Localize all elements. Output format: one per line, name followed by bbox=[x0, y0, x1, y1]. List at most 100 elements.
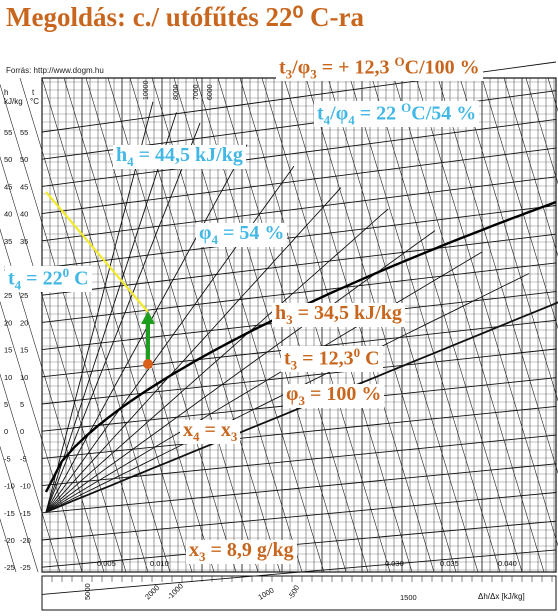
x-axis-label: Δh/Δx [kJ/kg] bbox=[478, 592, 525, 601]
enthalpy-line bbox=[0, 228, 105, 573]
temperature-tick-label: 45 bbox=[20, 182, 28, 191]
enthalpy-tick-label: 15 bbox=[4, 346, 12, 355]
temperature-tick-label: 10 bbox=[20, 373, 28, 382]
isotherm-line bbox=[41, 405, 557, 459]
relative-humidity-curve bbox=[45, 187, 342, 513]
phi3-label: φ3 = 100 % bbox=[283, 384, 385, 408]
temperature-tick-label: -10 bbox=[20, 482, 31, 491]
temperature-tick-label: 55 bbox=[20, 128, 28, 137]
h-axis-unit: kJ/kg bbox=[4, 97, 23, 106]
moisture-tick-label: 0.030 bbox=[385, 559, 404, 568]
isotherm-line bbox=[41, 492, 557, 541]
top-scale-label: 10000 bbox=[143, 80, 150, 100]
x4-x3-label: x4 = x3 bbox=[180, 420, 241, 444]
bottom-scale-label: -1000 bbox=[165, 581, 185, 601]
bottom-scale-strip bbox=[41, 575, 557, 611]
h4-label: h4 = 44,5 kJ/kg bbox=[113, 145, 246, 169]
isotherm-line bbox=[41, 176, 557, 242]
moisture-tick-label: 0.010 bbox=[150, 559, 169, 568]
h3-label: h3 = 34,5 kJ/kg bbox=[272, 303, 405, 327]
isotherm-line bbox=[41, 147, 557, 215]
enthalpy-line bbox=[437, 77, 558, 475]
source-credit: Forrás: http://www.dogm.hu bbox=[6, 66, 104, 75]
enthalpy-tick-label: 55 bbox=[4, 128, 12, 137]
enthalpy-tick-label: 35 bbox=[4, 237, 12, 246]
enthalpy-tick-label: 5 bbox=[4, 400, 8, 409]
chart-curves bbox=[0, 61, 558, 595]
heating-process-arrow-head bbox=[141, 311, 155, 324]
enthalpy-line bbox=[481, 77, 558, 330]
enthalpy-tick-label: 40 bbox=[4, 210, 12, 219]
enthalpy-tick-label: 0 bbox=[4, 427, 8, 436]
chart-ticks: 5555505045454040353530302525202015151010… bbox=[4, 80, 557, 611]
enthalpy-tick-label: -20 bbox=[4, 536, 15, 545]
moisture-tick-label: 0.040 bbox=[498, 559, 517, 568]
state-point-3 bbox=[143, 359, 153, 369]
isotherm-line bbox=[41, 233, 557, 296]
t4-label: t4 = 220 C bbox=[5, 266, 92, 293]
isotherm-line bbox=[41, 118, 557, 187]
temperature-tick-label: 35 bbox=[20, 237, 28, 246]
enthalpy-line bbox=[41, 77, 193, 573]
top-scale-label: 7000 bbox=[193, 84, 200, 100]
t-axis-unit-top: t bbox=[32, 88, 35, 97]
enthalpy-line bbox=[525, 77, 558, 185]
bottom-scale-label: 1500 bbox=[400, 593, 417, 602]
t3-phi3-header-label: t3/φ3 = + 12,3 OC/100 % bbox=[276, 55, 483, 82]
enthalpy-guide-line bbox=[45, 191, 149, 313]
temperature-tick-label: 20 bbox=[20, 318, 28, 327]
temperature-tick-label: -25 bbox=[20, 563, 31, 572]
enthalpy-tick-label: -25 bbox=[4, 563, 15, 572]
enthalpy-line bbox=[393, 77, 545, 573]
top-scale-label: 6000 bbox=[207, 84, 214, 100]
moisture-tick-label: 0.035 bbox=[440, 559, 459, 568]
temperature-tick-label: -5 bbox=[20, 454, 27, 463]
moisture-tick-label: 0.005 bbox=[97, 559, 116, 568]
isotherm-line bbox=[41, 549, 557, 595]
enthalpy-tick-label: -15 bbox=[4, 509, 15, 518]
temperature-tick-label: 50 bbox=[20, 155, 28, 164]
t-axis-unit: °C bbox=[30, 97, 39, 106]
bottom-scale-label: -500 bbox=[286, 583, 301, 601]
x3-label: x3 = 8,9 g/kg bbox=[186, 540, 297, 564]
bottom-scale-label: 2000 bbox=[143, 583, 161, 601]
enthalpy-tick-label: 45 bbox=[4, 182, 12, 191]
enthalpy-line bbox=[0, 445, 39, 573]
temperature-tick-label: 0 bbox=[20, 427, 24, 436]
temperature-tick-label: -15 bbox=[20, 509, 31, 518]
enthalpy-tick-label: -5 bbox=[4, 454, 11, 463]
temperature-tick-label: 40 bbox=[20, 210, 28, 219]
t4-phi4-header-label: t4/φ4 = 22 OC/54 % bbox=[314, 101, 480, 128]
saturation-curve bbox=[44, 200, 557, 493]
bottom-scale-label: 5000 bbox=[83, 583, 92, 600]
temperature-tick-label: -20 bbox=[20, 536, 31, 545]
isotherm-line bbox=[41, 262, 557, 323]
enthalpy-line bbox=[0, 373, 61, 573]
enthalpy-tick-label: 10 bbox=[4, 373, 12, 382]
enthalpy-tick-label: 20 bbox=[4, 318, 12, 327]
isotherm-line bbox=[41, 520, 557, 568]
t3-label: t3 = 12,30 C bbox=[281, 346, 383, 373]
bottom-scale-label: 1000 bbox=[257, 586, 276, 602]
isotherm-line bbox=[41, 463, 557, 514]
process-overlay bbox=[45, 191, 155, 369]
page-title: Megoldás: c./ utófűtés 22⁰ C-ra bbox=[6, 2, 365, 32]
relative-humidity-curve bbox=[45, 208, 389, 513]
enthalpy-tick-label: 50 bbox=[4, 155, 12, 164]
relative-humidity-curve bbox=[45, 251, 483, 513]
relative-humidity-curve bbox=[45, 112, 177, 513]
temperature-tick-label: 5 bbox=[20, 400, 24, 409]
enthalpy-line bbox=[459, 77, 558, 402]
temperature-tick-label: 25 bbox=[20, 291, 28, 300]
enthalpy-line bbox=[0, 301, 83, 573]
temperature-tick-label: 15 bbox=[20, 346, 28, 355]
enthalpy-line bbox=[0, 83, 149, 573]
enthalpy-line bbox=[85, 77, 237, 573]
relative-humidity-curve bbox=[45, 230, 436, 513]
enthalpy-line bbox=[63, 77, 215, 573]
enthalpy-line bbox=[503, 77, 558, 257]
isotherm-line bbox=[41, 348, 557, 405]
isotherm-line bbox=[41, 434, 557, 487]
phi4-label: φ4 = 54 % bbox=[196, 223, 288, 247]
enthalpy-tick-label: -10 bbox=[4, 482, 15, 491]
